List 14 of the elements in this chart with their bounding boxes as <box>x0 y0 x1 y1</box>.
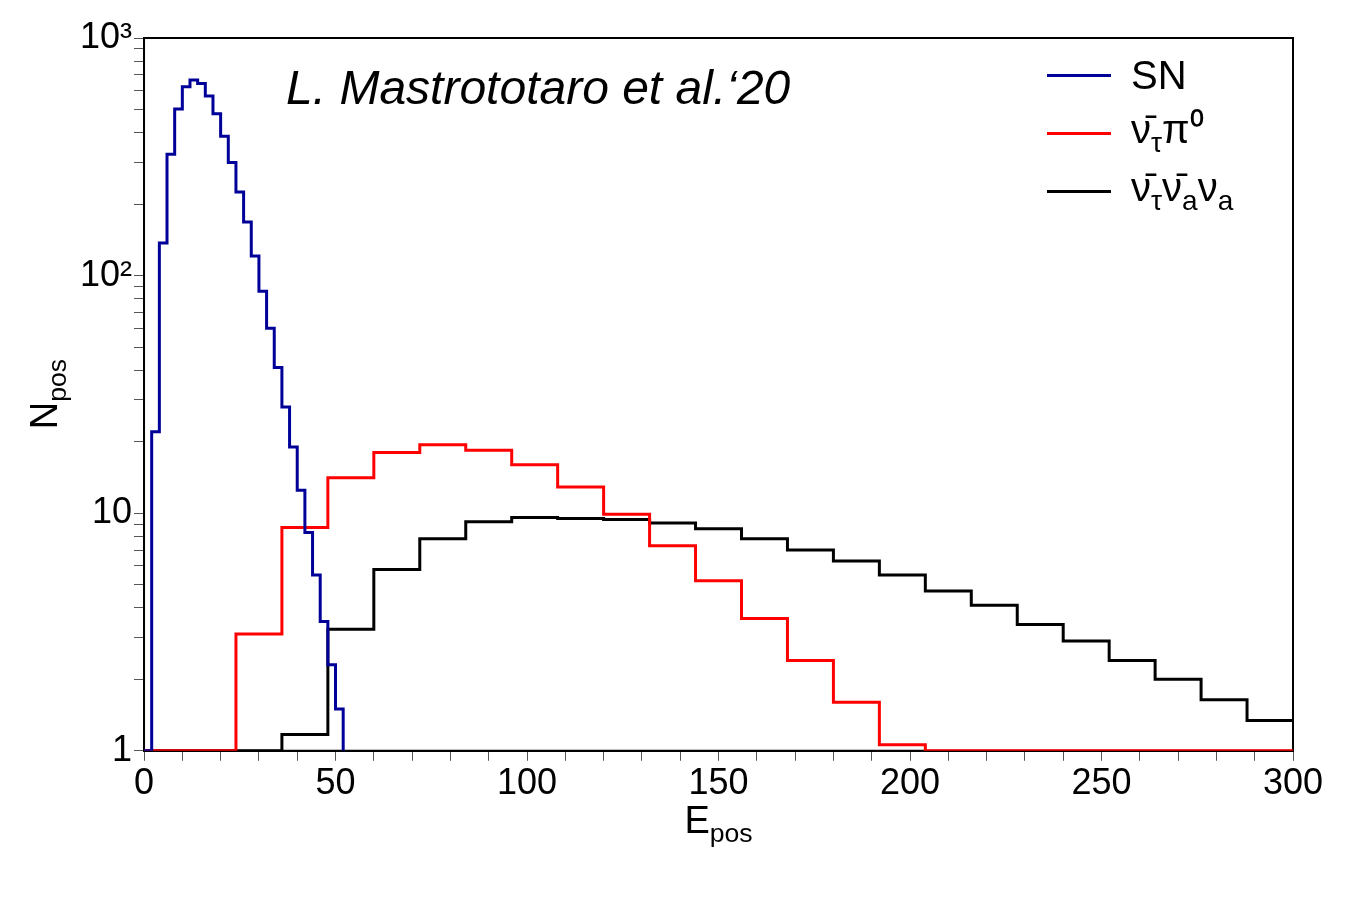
legend-label: SN <box>1131 52 1187 98</box>
x-tick-label: 200 <box>879 761 941 803</box>
x-tick-label: 300 <box>1262 761 1324 803</box>
annotation: L. Mastrototaro et al.‘20 <box>286 60 791 115</box>
y-tick-label: 10 <box>91 490 133 532</box>
y-tick-label: 10² <box>80 252 133 294</box>
x-tick-label: 100 <box>496 761 558 803</box>
y-tick-label: 10³ <box>80 14 133 56</box>
x-tick-label: 50 <box>315 761 356 803</box>
y-tick-label: 1 <box>112 727 133 769</box>
legend-label: ν̄$_{τ}$ν̄$_{a}$ν$_{a}$ <box>1131 164 1234 218</box>
x-tick-label: 250 <box>1071 761 1132 803</box>
x-tick-label: 0 <box>134 761 155 803</box>
legend-label: ν̄$_{τ}$π⁰ <box>1131 106 1204 160</box>
